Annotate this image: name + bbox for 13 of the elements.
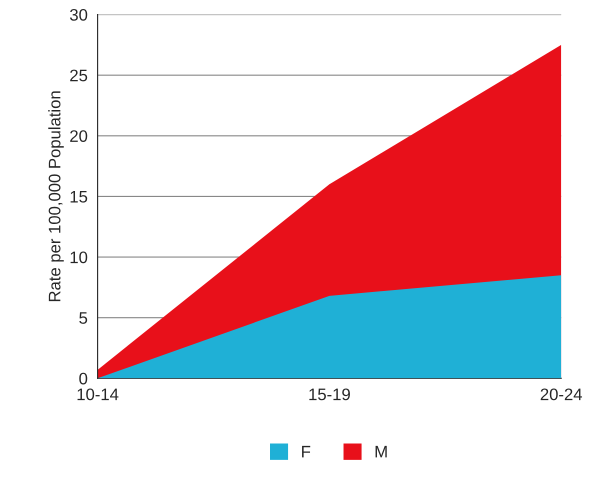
x-tick-label: 10-14	[78, 388, 118, 400]
y-tick-label: 5	[79, 312, 88, 324]
y-tick-label: 15	[70, 191, 88, 203]
y-tick-label: 10	[70, 251, 88, 264]
y-tick-label: 25	[70, 70, 88, 82]
y-axis-title: Rate per 100,000 Population	[48, 91, 64, 302]
legend-label: F	[302, 446, 310, 458]
y-tick-label: 0	[79, 372, 88, 385]
legend-label: M	[376, 446, 387, 458]
y-tick-label: 20	[70, 130, 88, 142]
x-tick-label: 15-19	[309, 388, 350, 400]
x-tick-label: 20-24	[540, 388, 582, 400]
y-tick-label: 30	[70, 8, 88, 21]
